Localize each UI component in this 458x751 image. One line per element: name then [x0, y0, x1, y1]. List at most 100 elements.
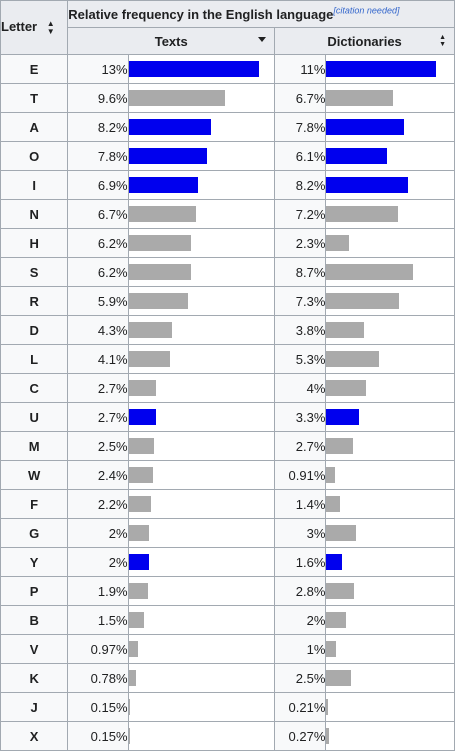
- dictionaries-bar-cell: [325, 489, 455, 519]
- table-row: V 0.97% 1%: [0, 634, 455, 664]
- sort-both-icon[interactable]: ▲ ▼: [46, 18, 55, 36]
- table-row: A 8.2% 7.8%: [0, 112, 455, 142]
- dictionaries-percent-cell: 4%: [274, 373, 327, 403]
- texts-bar: [128, 293, 188, 309]
- texts-percent-cell: 0.15%: [67, 692, 129, 722]
- texts-bar-cell: [127, 460, 276, 490]
- dictionaries-percent-cell: 1.6%: [274, 547, 327, 577]
- letter-cell: B: [0, 605, 69, 635]
- letter-cell: A: [0, 112, 69, 142]
- texts-percent-cell: 2.7%: [67, 373, 129, 403]
- texts-percent-cell: 4.3%: [67, 315, 129, 345]
- dictionaries-percent-cell: 3.8%: [274, 315, 327, 345]
- texts-percent-cell: 0.15%: [67, 721, 129, 751]
- dictionaries-bar: [326, 206, 399, 222]
- dictionaries-bar-cell: [325, 286, 455, 316]
- texts-bar-cell: [127, 576, 276, 606]
- dictionaries-percent-cell: 11%: [274, 54, 327, 84]
- sort-both-icon[interactable]: ▲ ▼: [439, 34, 446, 48]
- dictionaries-bar-cell: [325, 402, 455, 432]
- texts-bar: [128, 554, 149, 570]
- table-row: K 0.78% 2.5%: [0, 663, 455, 693]
- texts-bar-cell: [127, 228, 276, 258]
- texts-bar: [128, 119, 211, 135]
- sort-descending-icon[interactable]: [258, 37, 267, 42]
- texts-bar: [128, 583, 148, 599]
- dictionaries-bar: [326, 322, 365, 338]
- dictionaries-bar-cell: [325, 228, 455, 258]
- letter-cell: U: [0, 402, 69, 432]
- texts-bar-cell: [127, 141, 276, 171]
- letter-cell: J: [0, 692, 69, 722]
- dictionaries-percent-cell: 3.3%: [274, 402, 327, 432]
- dictionaries-bar-cell: [325, 634, 455, 664]
- texts-bar-cell: [127, 83, 276, 113]
- letter-cell: R: [0, 286, 69, 316]
- dictionaries-percent-cell: 1%: [274, 634, 327, 664]
- table-row: E 13% 11%: [0, 54, 455, 84]
- dictionaries-percent-cell: 8.2%: [274, 170, 327, 200]
- dictionaries-percent-cell: 8.7%: [274, 257, 327, 287]
- texts-percent-cell: 2.5%: [67, 431, 129, 461]
- texts-percent-cell: 6.7%: [67, 199, 129, 229]
- texts-percent-cell: 2%: [67, 518, 129, 548]
- dictionaries-percent-cell: 7.2%: [274, 199, 327, 229]
- texts-bar: [128, 641, 139, 657]
- letter-cell: D: [0, 315, 69, 345]
- texts-bar: [128, 699, 131, 715]
- dictionaries-column-header[interactable]: Dictionaries ▲ ▼: [274, 27, 455, 55]
- letter-cell: S: [0, 257, 69, 287]
- dictionaries-percent-cell: 1.4%: [274, 489, 327, 519]
- letter-cell: E: [0, 54, 69, 84]
- dictionaries-percent-cell: 2.3%: [274, 228, 327, 258]
- texts-percent-cell: 1.5%: [67, 605, 129, 635]
- table-body: E 13% 11% T 9.6% 6.7% A 8.2% 7.8% O 7.8% 6.1% I 6.9% 8…: [0, 54, 455, 751]
- dictionaries-percent-cell: 5.3%: [274, 344, 327, 374]
- texts-column-header[interactable]: Texts: [67, 27, 276, 55]
- letter-column-header[interactable]: Letter ▲ ▼: [0, 0, 69, 55]
- dictionaries-bar: [326, 61, 437, 77]
- dictionaries-bar: [326, 554, 343, 570]
- texts-bar-cell: [127, 54, 276, 84]
- dictionaries-bar-cell: [325, 518, 455, 548]
- dictionaries-header-label: Dictionaries: [327, 33, 402, 49]
- dictionaries-bar-cell: [325, 83, 455, 113]
- table-row: O 7.8% 6.1%: [0, 141, 455, 171]
- texts-percent-cell: 9.6%: [67, 83, 129, 113]
- dictionaries-bar-cell: [325, 576, 455, 606]
- table-row: N 6.7% 7.2%: [0, 199, 455, 229]
- texts-percent-cell: 6.9%: [67, 170, 129, 200]
- dictionaries-bar: [326, 670, 352, 686]
- table-row: J 0.15% 0.21%: [0, 692, 455, 722]
- texts-bar-cell: [127, 518, 276, 548]
- texts-percent-cell: 7.8%: [67, 141, 129, 171]
- dictionaries-bar-cell: [325, 547, 455, 577]
- dictionaries-bar-cell: [325, 431, 455, 461]
- texts-bar: [128, 612, 144, 628]
- table-row: U 2.7% 3.3%: [0, 402, 455, 432]
- dictionaries-percent-cell: 0.21%: [274, 692, 327, 722]
- texts-bar-cell: [127, 315, 276, 345]
- texts-percent-cell: 1.9%: [67, 576, 129, 606]
- dictionaries-percent-cell: 2.7%: [274, 431, 327, 461]
- letter-cell: O: [0, 141, 69, 171]
- dictionaries-percent-cell: 2.5%: [274, 663, 327, 693]
- table-row: X 0.15% 0.27%: [0, 721, 455, 751]
- table-row: L 4.1% 5.3%: [0, 344, 455, 374]
- texts-percent-cell: 6.2%: [67, 257, 129, 287]
- letter-cell: C: [0, 373, 69, 403]
- dictionaries-percent-cell: 2%: [274, 605, 327, 635]
- texts-percent-cell: 0.78%: [67, 663, 129, 693]
- dictionaries-bar: [326, 496, 341, 512]
- dictionaries-bar: [326, 728, 330, 744]
- citation-needed-link[interactable]: [citation needed]: [333, 5, 400, 16]
- texts-bar: [128, 438, 154, 454]
- dictionaries-bar: [326, 235, 350, 251]
- dictionaries-percent-cell: 6.1%: [274, 141, 327, 171]
- dictionaries-bar: [326, 699, 329, 715]
- texts-bar: [128, 177, 198, 193]
- texts-bar-cell: [127, 721, 276, 751]
- texts-percent-cell: 4.1%: [67, 344, 129, 374]
- letter-cell: G: [0, 518, 69, 548]
- dictionaries-percent-cell: 7.8%: [274, 112, 327, 142]
